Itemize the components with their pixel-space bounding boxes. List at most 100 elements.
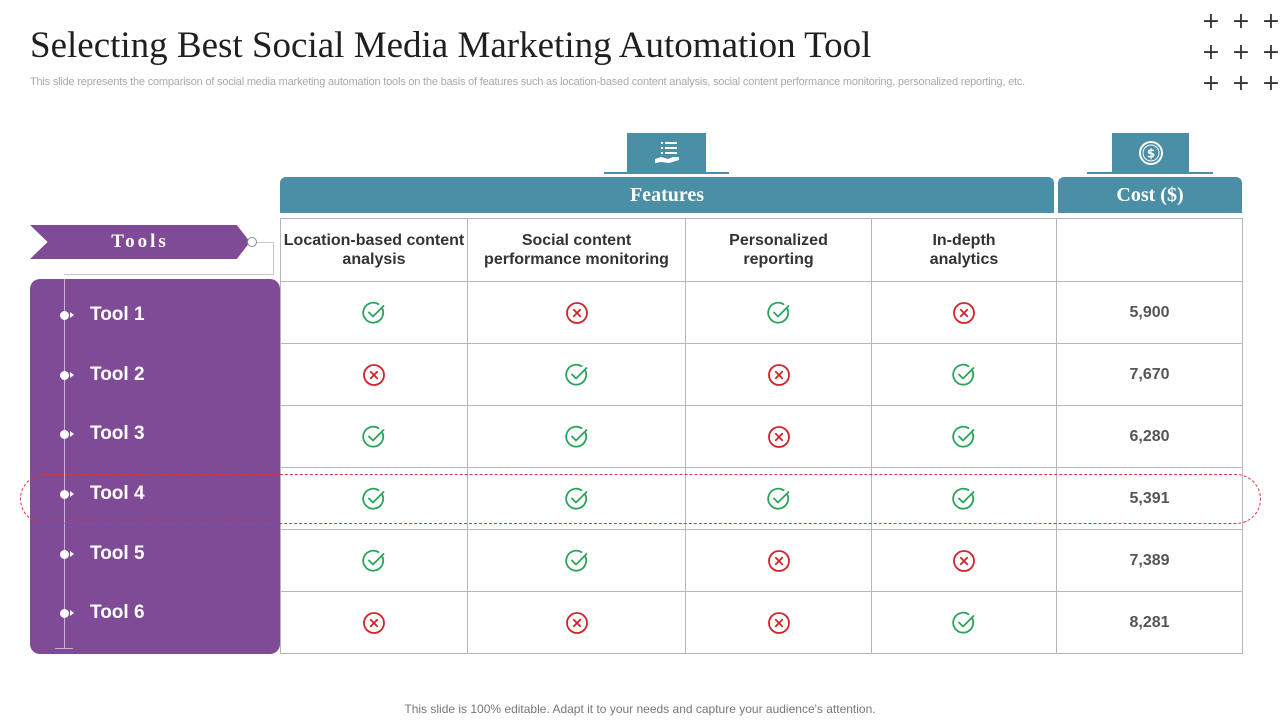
check-circle-icon (564, 363, 587, 386)
tool-label: Tool 6 (90, 602, 145, 623)
cross-circle-icon (767, 363, 790, 386)
table-row: 5,900 (280, 281, 1243, 344)
feature-cell (467, 405, 686, 468)
cost-tab-underline (1087, 172, 1213, 174)
plus-icon: + (1261, 40, 1280, 65)
cross-circle-icon (953, 549, 975, 572)
bullet-arrow-icon (70, 312, 74, 318)
plus-icon: + (1201, 40, 1221, 65)
plus-decoration: + + + + + + + + + (1196, 10, 1280, 100)
features-header: Features (280, 177, 1054, 213)
check-circle-icon (766, 487, 789, 510)
bullet-dot-icon (60, 370, 69, 380)
tools-timeline-end (55, 648, 73, 649)
check-circle-icon (564, 425, 587, 448)
cost-header: Cost ($) (1058, 177, 1242, 213)
table-header-row: Location-based content analysis Social c… (280, 218, 1243, 282)
column-header: Personalized reporting (685, 218, 872, 282)
feature-cell (280, 529, 468, 592)
check-circle-icon (362, 425, 385, 448)
tool-label: Tool 2 (90, 364, 145, 385)
feature-cell (467, 591, 686, 654)
bullet-dot-icon (60, 608, 69, 618)
feature-cell (467, 529, 686, 592)
tools-timeline (64, 279, 65, 649)
cross-circle-icon (953, 301, 975, 324)
footer-note: This slide is 100% editable. Adapt it to… (404, 702, 876, 716)
feature-cell (467, 467, 686, 530)
tool-item: Tool 1 (30, 300, 280, 330)
bullet-arrow-icon (70, 431, 74, 437)
tools-ribbon: Tools (30, 225, 250, 259)
check-circle-icon (766, 301, 789, 324)
features-tab-underline (604, 172, 729, 174)
table-row: 8,281 (280, 591, 1243, 654)
feature-cell (280, 591, 468, 654)
comparison-table: Location-based content analysis Social c… (280, 218, 1243, 654)
bullet-arrow-icon (70, 551, 74, 557)
cost-cell: 8,281 (1056, 591, 1243, 654)
feature-cell (871, 529, 1057, 592)
cross-circle-icon (363, 611, 385, 634)
cross-circle-icon (363, 363, 385, 386)
plus-icon: + (1231, 9, 1251, 34)
table-row: 6,280 (280, 405, 1243, 468)
feature-cell (280, 405, 468, 468)
table-row: 7,670 (280, 343, 1243, 406)
feature-cell (280, 467, 468, 530)
cross-circle-icon (767, 425, 790, 448)
tool-label: Tool 4 (90, 483, 145, 504)
table-row: 7,389 (280, 529, 1243, 592)
plus-icon: + (1261, 9, 1280, 34)
cross-circle-icon (565, 301, 588, 324)
cost-cell: 7,670 (1056, 343, 1243, 406)
tool-item: Tool 4 (30, 479, 280, 509)
ribbon-dot (247, 237, 257, 247)
feature-cell (685, 405, 872, 468)
features-icon-tab (627, 133, 706, 173)
tool-item: Tool 2 (30, 360, 280, 390)
plus-icon: + (1231, 40, 1251, 65)
bullet-arrow-icon (70, 372, 74, 378)
check-circle-icon (362, 301, 385, 324)
bullet-dot-icon (60, 429, 69, 439)
feature-cell (871, 281, 1057, 344)
check-circle-icon (952, 425, 975, 448)
feature-cell (280, 343, 468, 406)
tool-label: Tool 1 (90, 304, 145, 325)
feature-cell (280, 281, 468, 344)
tool-label: Tool 3 (90, 423, 145, 444)
cross-circle-icon (565, 611, 588, 634)
cross-circle-icon (767, 549, 790, 572)
feature-cell (685, 281, 872, 344)
ribbon-connector (252, 242, 274, 274)
check-circle-icon (952, 487, 975, 510)
feature-cell (685, 529, 872, 592)
hand-list-icon (654, 142, 679, 163)
ribbon-connector-line (64, 274, 274, 275)
plus-icon: + (1261, 71, 1280, 96)
tool-item: Tool 5 (30, 539, 280, 569)
check-circle-icon (952, 363, 975, 386)
cost-cell: 5,391 (1056, 467, 1243, 530)
feature-cell (871, 467, 1057, 530)
tool-item: Tool 6 (30, 598, 280, 628)
check-circle-icon (362, 487, 385, 510)
cost-cell: 6,280 (1056, 405, 1243, 468)
tools-panel: Tool 1 Tool 2 Tool 3 Tool 4 Tool 5 Tool 6 (30, 279, 280, 654)
bullet-arrow-icon (70, 491, 74, 497)
check-circle-icon (362, 549, 385, 572)
page-title: Selecting Best Social Media Marketing Au… (30, 25, 872, 66)
feature-cell (871, 591, 1057, 654)
cross-circle-icon (767, 611, 790, 634)
column-header-empty (1056, 218, 1243, 282)
bullet-dot-icon (60, 489, 69, 499)
feature-cell (685, 343, 872, 406)
feature-cell (871, 343, 1057, 406)
column-header: In-depth analytics (871, 218, 1057, 282)
bullet-arrow-icon (70, 610, 74, 616)
tool-item: Tool 3 (30, 419, 280, 449)
feature-cell (467, 281, 686, 344)
feature-cell (685, 467, 872, 530)
bullet-dot-icon (60, 310, 69, 320)
